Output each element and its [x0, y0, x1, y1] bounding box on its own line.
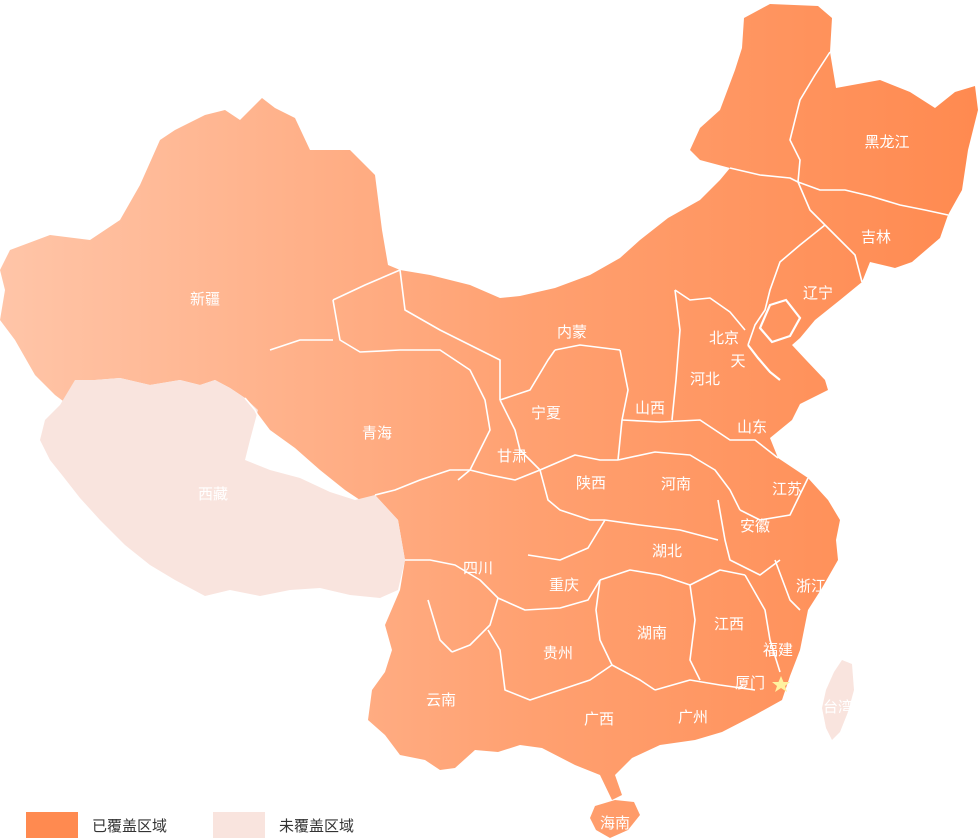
- region-label-anhui: 安徽: [740, 517, 770, 535]
- province-borders: [244, 51, 949, 701]
- region-label-hebei: 河北: [690, 370, 720, 388]
- region-label-fujian: 福建: [763, 641, 793, 659]
- region-label-zhejiang: 浙江: [796, 577, 826, 595]
- legend-uncovered: 未覆盖区域: [213, 812, 354, 838]
- legend-label-uncovered: 未覆盖区域: [279, 816, 355, 835]
- legend-swatch-uncovered: [213, 812, 265, 838]
- region-label-guangxi: 广西: [584, 710, 614, 728]
- region-label-guizhou: 贵州: [543, 644, 573, 662]
- region-label-xizang: 西藏: [198, 485, 228, 503]
- region-label-tianjin: 天: [730, 352, 745, 370]
- region-area-hainan: [590, 800, 640, 838]
- region-label-gansu: 甘肃: [497, 447, 527, 465]
- region-label-beijing: 北京: [709, 329, 739, 347]
- region-label-neimenggu: 内蒙: [557, 323, 587, 341]
- region-label-sichuan: 四川: [463, 559, 493, 577]
- region-label-jilin: 吉林: [861, 228, 891, 246]
- covered-landmass: [0, 4, 978, 800]
- legend-swatch-covered: [26, 812, 78, 838]
- region-label-jiangxi: 江西: [714, 615, 744, 633]
- region-area-taiwan: [822, 660, 854, 740]
- coast-lines: [747, 298, 802, 381]
- region-label-shandong: 山东: [737, 418, 767, 436]
- region-label-hubei: 湖北: [652, 542, 682, 560]
- region-label-heilongjiang: 黑龙江: [864, 133, 909, 151]
- region-label-liaoning: 辽宁: [803, 284, 833, 302]
- region-label-chongqing: 重庆: [549, 576, 579, 594]
- legend-covered: 已覆盖区域: [26, 812, 167, 838]
- region-label-shaanxi: 陕西: [576, 474, 606, 492]
- region-label-jiangsu: 江苏: [772, 480, 802, 498]
- star-icon: [772, 676, 790, 692]
- region-label-hunan: 湖南: [637, 624, 667, 642]
- region-label-xinjiang: 新疆: [190, 290, 220, 308]
- region-label-yunnan: 云南: [426, 691, 456, 709]
- region-label-qinghai: 青海: [362, 424, 392, 442]
- legend-label-covered: 已覆盖区域: [92, 816, 168, 835]
- region-label-guangdong: 广州: [678, 708, 708, 726]
- region-label-shanxi: 山西: [635, 399, 665, 417]
- region-label-taiwan: 台湾: [823, 698, 853, 716]
- marker-label-xiamen: 厦门: [735, 674, 765, 692]
- region-label-henan: 河南: [661, 475, 691, 493]
- region-label-ningxia: 宁夏: [531, 404, 561, 422]
- region-label-hainan: 海南: [600, 814, 630, 832]
- region-area-xizang: [40, 378, 405, 598]
